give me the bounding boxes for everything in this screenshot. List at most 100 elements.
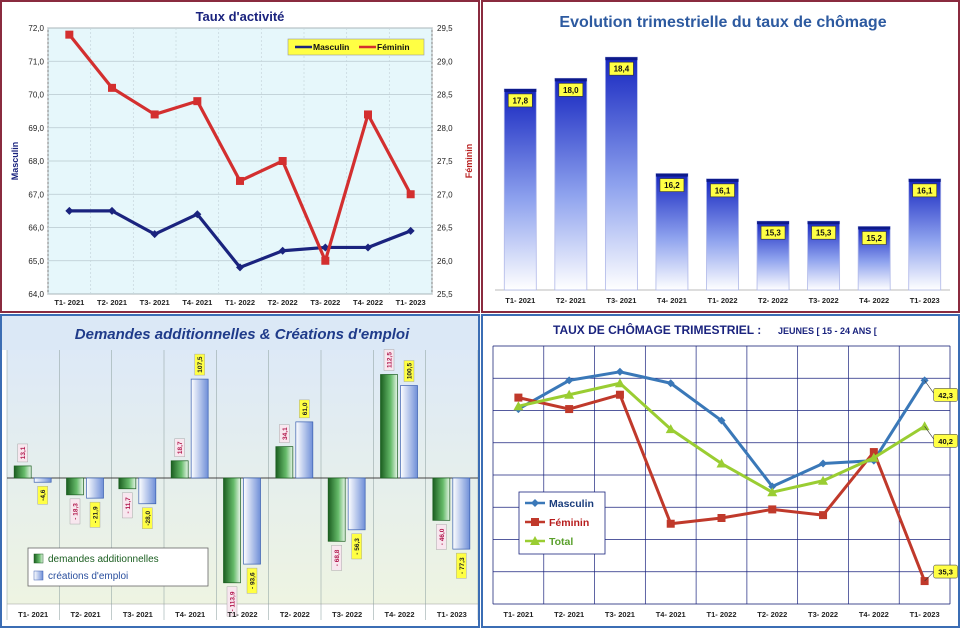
legend-box xyxy=(27,547,209,587)
x-tick-label: T4- 2021 xyxy=(656,610,686,619)
data-label: 42,3 xyxy=(938,391,953,400)
bar-demandes xyxy=(275,446,294,479)
data-point-feminin xyxy=(565,405,574,414)
data-point-total xyxy=(767,487,778,497)
x-tick-label: T1- 2022 xyxy=(225,298,255,307)
data-point-total xyxy=(868,452,879,462)
data-point-masculin xyxy=(819,459,828,468)
chart-title: Demandes additionnelles & Créations d'em… xyxy=(75,326,410,343)
chart-chomage-jeunes: TAUX DE CHÔMAGE TRIMESTRIEL : JEUNES [ 15… xyxy=(492,322,958,619)
data-label-box xyxy=(37,486,48,505)
x-tick-label: T1- 2021 xyxy=(18,610,48,619)
chart-taux-activite: Taux d'activité 72,0 71,0 70,0 69,0 68,0 67,0 6… xyxy=(10,9,474,307)
x-tick-label: T2- 2022 xyxy=(280,610,310,619)
data-label: 40,2 xyxy=(938,437,953,446)
data-label: -28,0 xyxy=(145,510,152,525)
bar-creations xyxy=(190,378,209,479)
x-tick-label: T1- 2023 xyxy=(910,610,940,619)
y-tick-label: 71,0 xyxy=(28,57,44,66)
bar-top xyxy=(807,221,840,225)
data-label-box xyxy=(331,545,342,571)
data-point-feminin xyxy=(406,190,415,199)
x-tick-label: T1- 2022 xyxy=(707,296,737,305)
y2-tick-label: 29,0 xyxy=(437,57,453,66)
y-tick-label: 70,0 xyxy=(28,91,44,100)
legend-label: créations d'emploi xyxy=(48,571,128,582)
x-tick-label: T1- 2021 xyxy=(505,296,535,305)
data-label-box xyxy=(403,360,415,382)
data-point-masculin xyxy=(768,482,777,491)
legend-label: Féminin xyxy=(549,517,589,529)
x-tick-label: T1- 2021 xyxy=(54,298,84,307)
y-tick-label: 64,0 xyxy=(28,290,44,299)
chart-title: Taux d'activité xyxy=(196,9,285,24)
panel-taux-activite: Taux d'activité 72,0 71,0 70,0 69,0 68,0 67,0 6… xyxy=(0,0,480,313)
data-label-box xyxy=(122,492,133,519)
data-label-leader xyxy=(924,426,935,441)
data-point-feminin xyxy=(150,110,159,119)
legend-label: Total xyxy=(549,536,573,548)
bar-creations xyxy=(243,477,261,565)
data-label: 16,1 xyxy=(917,186,933,195)
data-label: - 18,3 xyxy=(73,503,80,520)
x-tick-label: T2- 2022 xyxy=(268,298,298,307)
bar-top xyxy=(858,226,891,230)
chart-demandes-creations: Demandes additionnelles & Créations d'em… xyxy=(2,316,478,620)
y2-axis-label: Féminin xyxy=(464,144,474,179)
panel-chomage-trimestriel: Evolution trimestrielle du taux de chôma… xyxy=(481,0,960,313)
bar-top xyxy=(605,57,638,61)
x-tick-label: T1- 2023 xyxy=(396,298,426,307)
bar xyxy=(604,56,638,291)
title-band xyxy=(2,316,478,350)
data-label-box xyxy=(142,507,153,529)
data-label-leader xyxy=(924,570,935,582)
data-label: - 46,0 xyxy=(439,528,446,545)
x-tick-label: T2- 2021 xyxy=(556,296,586,305)
chart-title: TAUX DE CHÔMAGE TRIMESTRIEL : xyxy=(553,322,761,337)
x-tick-label: T3- 2022 xyxy=(310,298,340,307)
bar-creations xyxy=(295,421,314,479)
data-point-masculin xyxy=(717,416,726,425)
data-point-masculin xyxy=(236,263,244,272)
bar-creations xyxy=(86,477,104,499)
data-point-masculin xyxy=(150,230,159,239)
x-tick-label: T3- 2022 xyxy=(808,610,838,619)
x-tick-label: T1- 2022 xyxy=(706,610,736,619)
x-tick-label: T3- 2022 xyxy=(809,296,839,305)
y2-tick-label: 28,0 xyxy=(437,124,453,133)
data-label-box xyxy=(246,567,258,594)
data-label: 100,5 xyxy=(407,363,414,380)
y-tick-label: 72,0 xyxy=(28,24,44,33)
bar-demandes xyxy=(13,465,32,479)
data-point-feminin xyxy=(364,110,372,119)
data-label: - 93,6 xyxy=(250,572,257,589)
x-tick-label: T2- 2022 xyxy=(758,296,788,305)
data-point-feminin xyxy=(108,83,116,92)
bar-top xyxy=(706,178,739,182)
data-point-feminin xyxy=(514,393,523,402)
data-label: 107,5 xyxy=(197,356,204,373)
legend-marker xyxy=(530,536,540,545)
bar-demandes xyxy=(66,477,84,496)
data-label: 16,1 xyxy=(715,186,731,195)
data-label: 15,2 xyxy=(866,234,882,243)
x-tick-label: T2- 2021 xyxy=(554,610,584,619)
bar-demandes xyxy=(223,477,241,584)
bar xyxy=(554,77,588,291)
data-label: - 68,8 xyxy=(334,549,341,566)
data-point-feminin xyxy=(193,97,202,106)
data-point-masculin xyxy=(193,210,202,219)
x-tick-label: T4- 2021 xyxy=(657,296,687,305)
data-label-box xyxy=(933,433,958,448)
bar-demandes xyxy=(327,477,346,542)
data-point-total xyxy=(614,378,625,388)
data-point-masculin xyxy=(406,226,415,235)
x-tick-label: T4- 2021 xyxy=(175,610,205,619)
legend-swatch-demandes xyxy=(33,553,44,564)
x-tick-label: T3- 2021 xyxy=(605,610,635,619)
y-axis-label: Masculin xyxy=(10,142,20,181)
panel-demandes-creations: Demandes additionnelles & Créations d'em… xyxy=(0,314,480,628)
data-point-masculin xyxy=(108,206,116,215)
data-point-feminin xyxy=(278,157,287,165)
data-point-feminin xyxy=(65,30,74,39)
